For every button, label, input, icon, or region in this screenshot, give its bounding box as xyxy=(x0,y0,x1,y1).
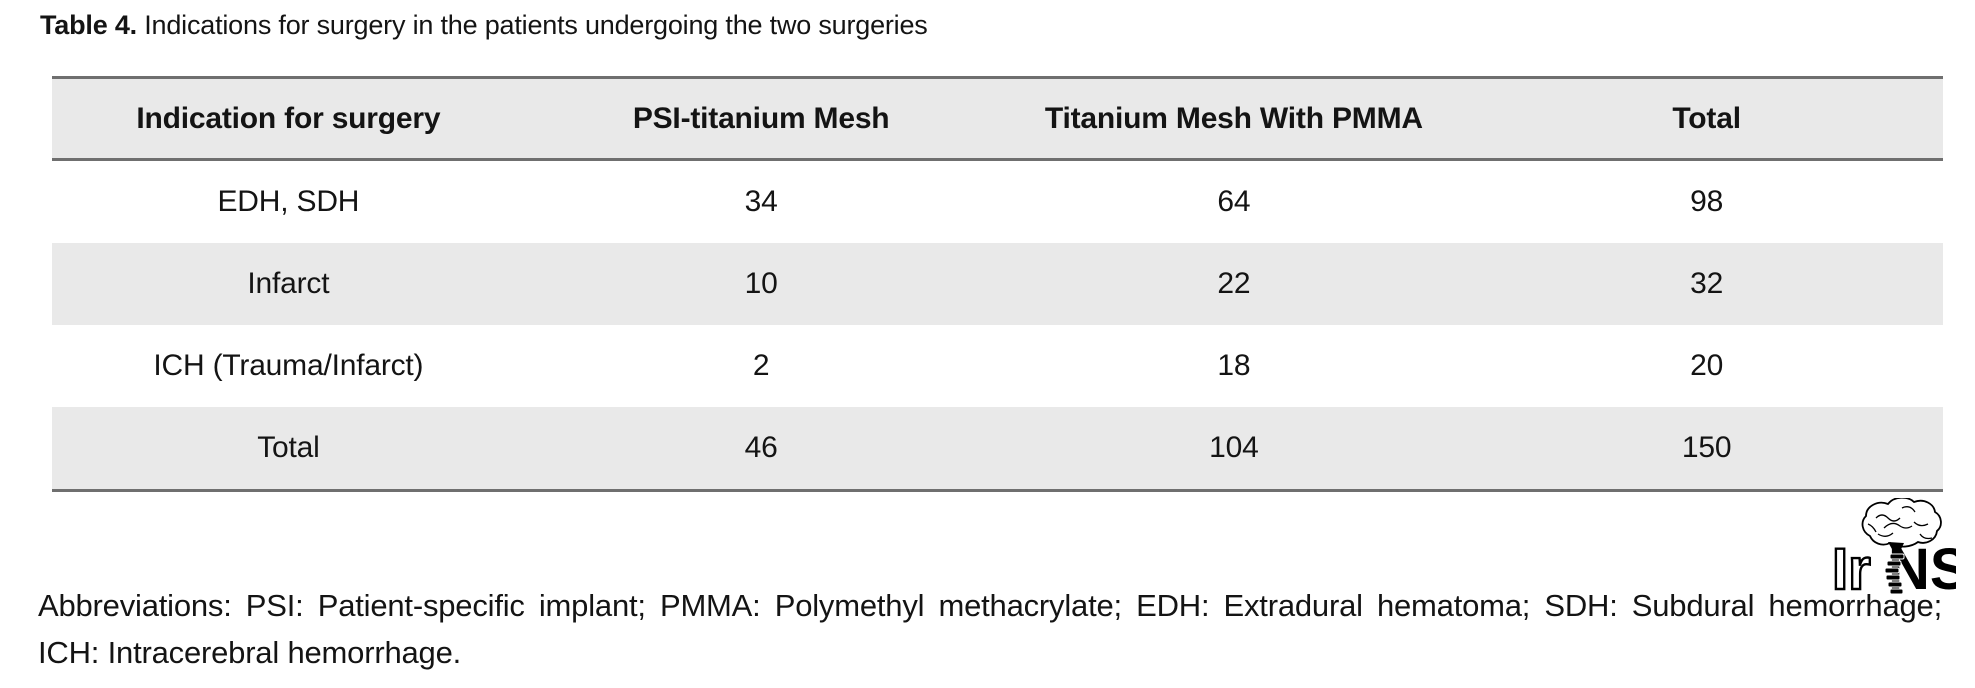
brain-icon xyxy=(1861,498,1942,548)
abbreviations-line1: Abbreviations: PSI: Patient-specific imp… xyxy=(38,588,1942,623)
cell-value: 2 xyxy=(752,349,770,382)
col-header-titanium-mesh-pmma: Titanium Mesh With PMMA xyxy=(1044,101,1423,135)
brainstem-icon xyxy=(1888,542,1904,558)
abbreviations-note: Abbreviations: PSI: Patient-specific imp… xyxy=(38,582,1942,676)
brain-spine-logo-icon: Ir NS xyxy=(1832,498,1956,596)
row-label: Total xyxy=(257,431,320,464)
cell-value: 32 xyxy=(1690,267,1724,300)
table-caption-text: Indications for surgery in the patients … xyxy=(136,10,928,40)
col-header-psi-titanium-mesh: PSI-titanium Mesh xyxy=(632,101,890,135)
row-label: ICH (Trauma/Infarct) xyxy=(153,349,424,382)
cell-value: 46 xyxy=(744,431,778,464)
table-row: EDH, SDH 34 64 98 xyxy=(52,161,1943,243)
row-label: EDH, SDH xyxy=(217,185,360,218)
cell-value: 10 xyxy=(744,267,778,300)
spine-icon xyxy=(1884,553,1905,595)
table-row: ICH (Trauma/Infarct) 2 18 20 xyxy=(52,325,1943,407)
table-caption-label: Table 4. xyxy=(40,10,137,40)
cell-value: 150 xyxy=(1681,431,1732,464)
table-header-row: Indication for surgery PSI-titanium Mesh… xyxy=(52,79,1943,161)
cell-value: 104 xyxy=(1209,431,1259,464)
journal-logo: Ir NS xyxy=(1832,498,1956,596)
cell-value: 34 xyxy=(744,185,778,218)
col-header-total: Total xyxy=(1672,101,1741,135)
cell-value: 98 xyxy=(1690,185,1724,218)
cell-value: 20 xyxy=(1690,349,1724,382)
logo-left-text: Ir xyxy=(1832,537,1871,596)
row-label: Infarct xyxy=(247,267,330,300)
table-caption: Table 4. Indications for surgery in the … xyxy=(40,8,928,42)
table-row: Infarct 10 22 32 xyxy=(52,243,1943,325)
indications-table: Indication for surgery PSI-titanium Mesh… xyxy=(52,76,1943,492)
abbreviations-line2: ICH: Intracerebral hemorrhage. xyxy=(38,635,462,670)
cell-value: 22 xyxy=(1217,267,1251,300)
cell-value: 18 xyxy=(1217,349,1251,382)
table-row-total: Total 46 104 150 xyxy=(52,407,1943,489)
col-header-indication: Indication for surgery xyxy=(136,101,441,135)
cell-value: 64 xyxy=(1217,185,1251,218)
